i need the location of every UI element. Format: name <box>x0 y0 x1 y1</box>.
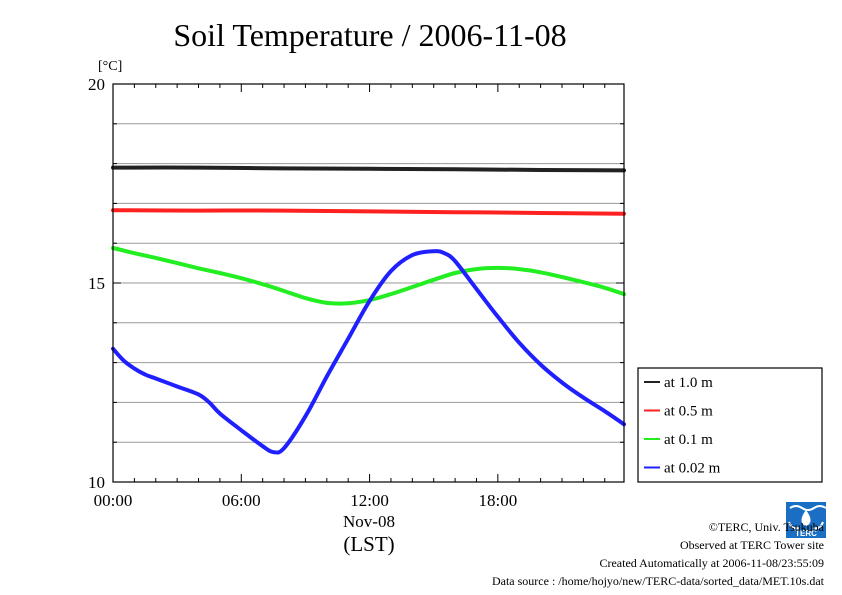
legend-label: at 1.0 m <box>664 375 713 391</box>
series-line-at-0-5-m <box>111 208 626 216</box>
x-axis-title: (LST) <box>343 532 394 556</box>
legend-box <box>637 367 823 483</box>
footer-source: Data source : /home/hojyo/new/TERC-data/… <box>491 574 824 588</box>
y-tick-label: 20 <box>88 75 105 94</box>
x-tick-label: 06:00 <box>222 491 261 510</box>
x-tick-label: 00:00 <box>94 491 133 510</box>
x-tick-label: 12:00 <box>350 491 389 510</box>
y-tick-label: 15 <box>88 274 105 293</box>
footer-credit: ©TERC, Univ. Tsukuba <box>708 520 824 534</box>
series-line-at-1-0-m <box>111 165 626 173</box>
series-line-at-0-02-m <box>111 249 626 455</box>
axes: 10 15 20 00:00 06:00 12:00 18:00 <box>88 75 624 510</box>
terc-logo: TERC <box>786 502 826 538</box>
y-axis-unit-label: [°C] <box>98 59 122 74</box>
footer-created: Created Automatically at 2006-11-08/23:5… <box>599 556 824 570</box>
legend-label: at 0.5 m <box>664 404 713 420</box>
grid-lines <box>113 123 624 443</box>
series-lines <box>111 165 626 455</box>
y-tick-label: 10 <box>88 473 105 492</box>
footer-site: Observed at TERC Tower site <box>679 538 824 552</box>
legend: at 1.0 m at 0.5 m at 0.1 m at 0.02 m <box>637 367 823 483</box>
chart-title: Soil Temperature / 2006-11-08 <box>173 17 566 53</box>
x-tick-label: 18:00 <box>478 491 517 510</box>
legend-label: at 0.1 m <box>664 432 713 448</box>
legend-label: at 0.02 m <box>664 461 721 477</box>
series-line-at-0-1-m <box>111 246 626 306</box>
x-axis-date-label: Nov-08 <box>343 512 395 531</box>
logo-text: TERC <box>795 529 817 538</box>
